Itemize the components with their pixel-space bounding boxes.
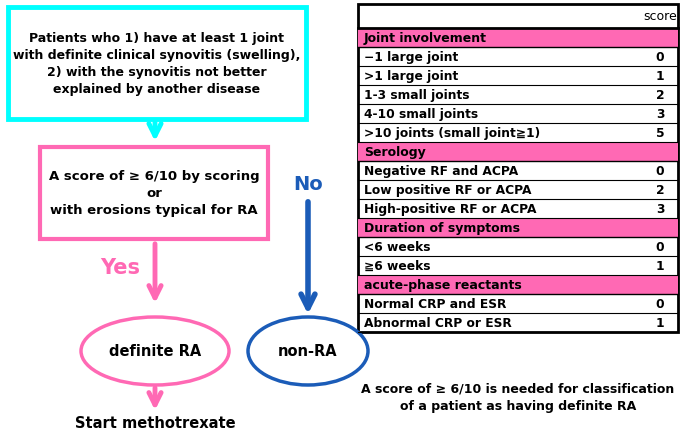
Text: Start methotrexate: Start methotrexate <box>75 415 236 431</box>
Text: score: score <box>643 10 677 23</box>
Ellipse shape <box>248 317 368 385</box>
Text: No: No <box>293 175 323 194</box>
Text: Normal CRP and ESR: Normal CRP and ESR <box>364 297 506 310</box>
Text: 4-10 small joints: 4-10 small joints <box>364 108 478 121</box>
FancyBboxPatch shape <box>40 148 268 240</box>
Bar <box>358 218 678 237</box>
Text: non-RA: non-RA <box>278 344 338 358</box>
Text: >1 large joint: >1 large joint <box>364 70 458 83</box>
Text: −1 large joint: −1 large joint <box>364 51 458 64</box>
Text: Patients who 1) have at least 1 joint
with definite clinical synovitis (swelling: Patients who 1) have at least 1 joint wi… <box>13 32 301 96</box>
Text: A score of ≥ 6/10 is needed for classification
of a patient as having definite R: A score of ≥ 6/10 is needed for classifi… <box>362 381 675 413</box>
Text: A score of ≥ 6/10 by scoring
or
with erosions typical for RA: A score of ≥ 6/10 by scoring or with ero… <box>49 170 260 217</box>
Text: Abnormal CRP or ESR: Abnormal CRP or ESR <box>364 316 512 329</box>
Text: 1: 1 <box>656 260 664 273</box>
Text: 1-3 small joints: 1-3 small joints <box>364 89 469 102</box>
Bar <box>358 29 678 48</box>
Bar <box>358 275 678 294</box>
Text: 0: 0 <box>656 240 664 253</box>
Text: 2: 2 <box>656 89 664 102</box>
Text: Joint involvement: Joint involvement <box>364 32 487 45</box>
Text: 1: 1 <box>656 316 664 329</box>
Text: High-positive RF or ACPA: High-positive RF or ACPA <box>364 203 536 216</box>
Ellipse shape <box>81 317 229 385</box>
Text: Negative RF and ACPA: Negative RF and ACPA <box>364 164 519 178</box>
Text: Serology: Serology <box>364 146 426 159</box>
Text: 2: 2 <box>656 184 664 197</box>
Text: 3: 3 <box>656 203 664 216</box>
Text: Yes: Yes <box>100 257 140 277</box>
Text: acute-phase reactants: acute-phase reactants <box>364 278 522 291</box>
Text: Low positive RF or ACPA: Low positive RF or ACPA <box>364 184 532 197</box>
Bar <box>358 5 678 332</box>
Text: 0: 0 <box>656 164 664 178</box>
Text: 3: 3 <box>656 108 664 121</box>
Text: 0: 0 <box>656 51 664 64</box>
Text: 1: 1 <box>656 70 664 83</box>
Bar <box>358 143 678 161</box>
Text: >10 joints (small joint≧1): >10 joints (small joint≧1) <box>364 127 540 140</box>
Text: Duration of symptoms: Duration of symptoms <box>364 221 520 234</box>
Text: <6 weeks: <6 weeks <box>364 240 430 253</box>
Text: 5: 5 <box>656 127 664 140</box>
Text: 0: 0 <box>656 297 664 310</box>
FancyBboxPatch shape <box>8 8 306 120</box>
Text: ≧6 weeks: ≧6 weeks <box>364 260 430 273</box>
Text: definite RA: definite RA <box>109 344 201 358</box>
